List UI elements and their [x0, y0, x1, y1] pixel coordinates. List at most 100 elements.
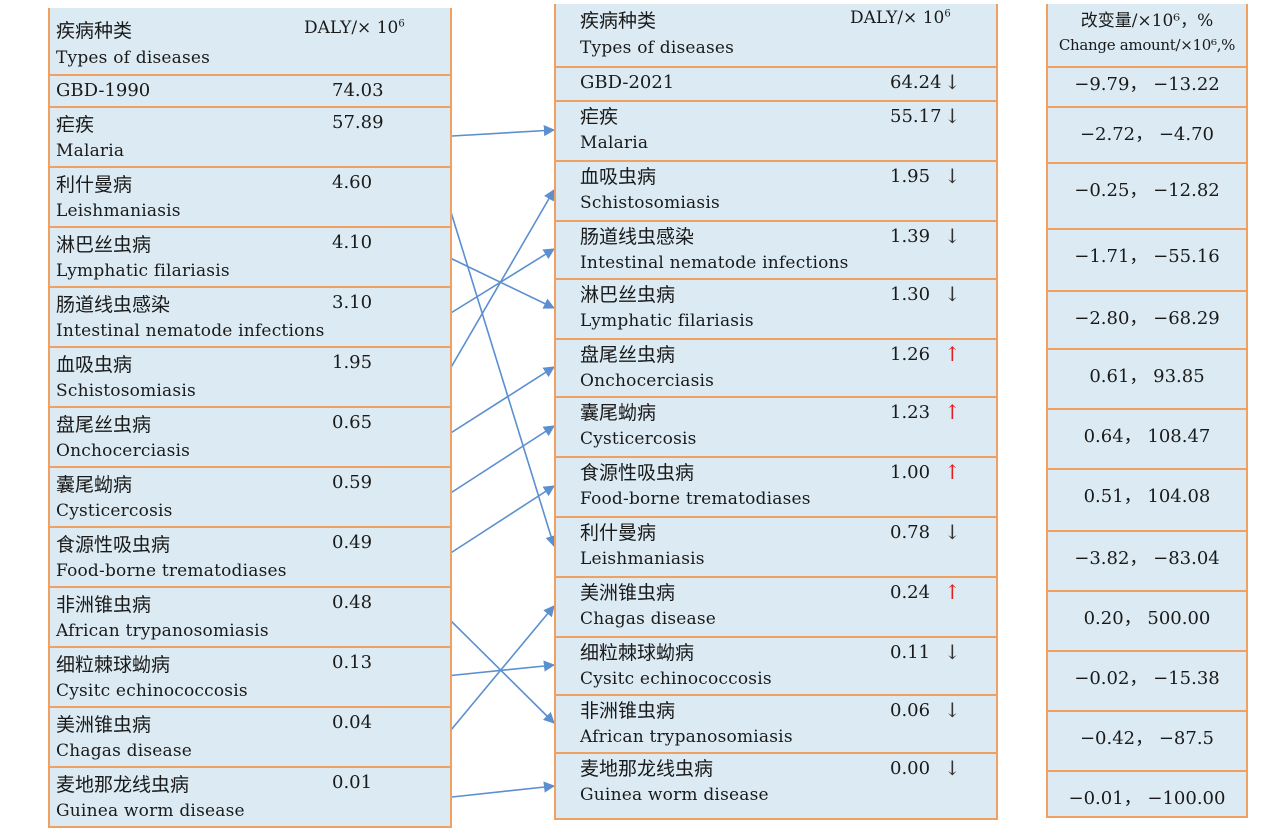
header-unit: DALY/× 106: [850, 8, 951, 28]
disease-name-zh: 肠道线虫感染: [580, 226, 695, 248]
trend-down-arrow-icon: ↓: [944, 104, 961, 128]
disease-name-zh: 麦地那龙线虫病: [580, 758, 714, 780]
disease-row: 肠道线虫感染 Intestinal nematode infections 3.10: [50, 286, 450, 346]
disease-name-en: Schistosomiasis: [56, 381, 196, 401]
disease-name-zh: 细粒棘球蚴病: [56, 654, 171, 676]
disease-name-en: African trypanosomiasis: [580, 727, 793, 747]
disease-name-zh: 淋巴丝虫病: [56, 234, 152, 256]
disease-name-zh: 血吸虫病: [56, 354, 133, 376]
disease-row: 食源性吸虫病 Food-borne trematodiases 1.00 ↑: [556, 456, 996, 516]
disease-row: 囊尾蚴病 Cysticercosis 0.59: [50, 466, 450, 526]
rank-link-arrow: [451, 781, 556, 798]
disease-row: 美洲锥虫病 Chagas disease 0.24 ↑: [556, 576, 996, 636]
disease-name-zh: 细粒棘球蚴病: [580, 642, 695, 664]
disease-name-zh: 非洲锥虫病: [580, 700, 676, 722]
disease-name-en: Food-borne trematodiases: [580, 489, 811, 509]
header-en: Types of diseases: [580, 38, 735, 58]
change-value: 0.20， 500.00: [1083, 608, 1211, 629]
rank-link-arrow: [445, 195, 557, 548]
trend-down-arrow-icon: ↓: [944, 756, 961, 780]
change-value: −3.82， −83.04: [1074, 548, 1220, 569]
header-row: 疾病种类 Types of diseases DALY/× 106: [50, 8, 450, 74]
trend-up-arrow-icon: ↑: [944, 580, 961, 604]
total-row: −9.79， −13.22: [1048, 66, 1246, 106]
daly-value: 1.26: [890, 344, 931, 365]
change-value: −2.72， −4.70: [1079, 124, 1215, 145]
change-row: 0.51， 104.08: [1048, 468, 1246, 530]
trend-up-arrow-icon: ↑: [944, 342, 961, 366]
disease-name-zh: 利什曼病: [580, 522, 657, 544]
change-value: 0.51， 104.08: [1083, 486, 1211, 507]
trend-down-arrow-icon: ↓: [944, 520, 961, 544]
daly-value: 4.10: [332, 232, 373, 253]
trend-down-arrow-icon: ↓: [944, 640, 961, 664]
rank-link-arrow: [445, 605, 555, 737]
disease-name-zh: 疟疾: [56, 114, 95, 136]
disease-name-zh: 美洲锥虫病: [580, 582, 676, 604]
change-value: −1.71， −55.16: [1074, 246, 1220, 267]
disease-name-zh: 肠道线虫感染: [56, 294, 171, 316]
total-label: GBD-2021: [580, 72, 675, 93]
header-zh: 改变量/×10⁶，%: [1080, 11, 1214, 31]
change-value: −0.25， −12.82: [1074, 180, 1220, 201]
total-value: 74.03: [332, 80, 384, 101]
disease-name-en: Malaria: [56, 141, 125, 161]
disease-name-en: Guinea worm disease: [56, 801, 245, 821]
disease-name-zh: 血吸虫病: [580, 166, 657, 188]
trend-down-arrow-icon: ↓: [944, 698, 961, 722]
disease-row: 肠道线虫感染 Intestinal nematode infections 1.39…: [556, 220, 996, 278]
disease-name-zh: 美洲锥虫病: [56, 714, 152, 736]
disease-name-zh: 盘尾丝虫病: [56, 414, 152, 436]
change-table: 改变量/×10⁶，% Change amount/×10⁶,% −9.79， −13…: [1046, 4, 1248, 818]
disease-name-zh: 麦地那龙线虫病: [56, 774, 190, 796]
total-row: GBD-1990 74.03: [50, 74, 450, 106]
disease-name-zh: 囊尾蚴病: [580, 402, 657, 424]
disease-row: 盘尾丝虫病 Onchocerciasis 0.65: [50, 406, 450, 466]
trend-down-arrow-icon: ↓: [944, 282, 961, 306]
disease-row: 利什曼病 Leishmaniasis 0.78 ↓: [556, 516, 996, 576]
rank-link-arrow: [445, 425, 555, 497]
disease-row: 疟疾 Malaria 55.17 ↓: [556, 100, 996, 160]
disease-name-zh: 囊尾蚴病: [56, 474, 133, 496]
daly-value: 1.95: [332, 352, 373, 373]
disease-name-en: Leishmaniasis: [580, 549, 705, 569]
change-value: −0.01， −100.00: [1068, 788, 1226, 809]
disease-name-en: Chagas disease: [580, 609, 717, 629]
daly-value: 0.04: [332, 712, 373, 733]
disease-row: 盘尾丝虫病 Onchocerciasis 1.26 ↑: [556, 338, 996, 396]
change-row: −0.01， −100.00: [1048, 770, 1246, 818]
daly-value: 0.13: [332, 652, 373, 673]
rank-link-arrow: [445, 485, 555, 557]
disease-row: 食源性吸虫病 Food-borne trematodiases 0.49: [50, 526, 450, 586]
header-row: 疾病种类 Types of diseases DALY/× 106: [556, 4, 996, 66]
disease-row: 淋巴丝虫病 Lymphatic filariasis 1.30 ↓: [556, 278, 996, 338]
daly-value: 1.39: [890, 226, 931, 247]
daly-value: 0.11: [890, 642, 931, 663]
trend-up-arrow-icon: ↑: [944, 400, 961, 424]
disease-row: 美洲锥虫病 Chagas disease 0.04: [50, 706, 450, 766]
disease-name-en: Intestinal nematode infections: [580, 253, 849, 273]
disease-row: 麦地那龙线虫病 Guinea worm disease 0.01: [50, 766, 450, 828]
trend-down-arrow-icon: ↓: [944, 164, 961, 188]
gbd-2021-table: 疾病种类 Types of diseases DALY/× 106 GBD-2021 6…: [554, 4, 998, 820]
header-zh: 疾病种类: [56, 20, 133, 42]
disease-name-en: Lymphatic filariasis: [580, 311, 754, 331]
daly-value: 0.24: [890, 582, 931, 603]
disease-row: 疟疾 Malaria 57.89: [50, 106, 450, 166]
disease-row: 细粒棘球蚴病 Cysitc echinococcosis 0.13: [50, 646, 450, 706]
change-row: −0.25， −12.82: [1048, 162, 1246, 228]
daly-value: 0.59: [332, 472, 373, 493]
disease-name-en: Food-borne trematodiases: [56, 561, 287, 581]
daly-value: 1.95: [890, 166, 931, 187]
change-row: −2.80， −68.29: [1048, 290, 1246, 348]
change-row: 0.61， 93.85: [1048, 348, 1246, 408]
disease-name-en: Cysitc echinococcosis: [580, 669, 772, 689]
disease-name-en: Cysticercosis: [580, 429, 697, 449]
daly-value: 0.78: [890, 522, 931, 543]
disease-name-en: Cysticercosis: [56, 501, 173, 521]
disease-name-zh: 非洲锥虫病: [56, 594, 152, 616]
daly-value: 0.01: [332, 772, 373, 793]
disease-name-zh: 疟疾: [580, 106, 619, 128]
disease-name-en: Malaria: [580, 133, 649, 153]
